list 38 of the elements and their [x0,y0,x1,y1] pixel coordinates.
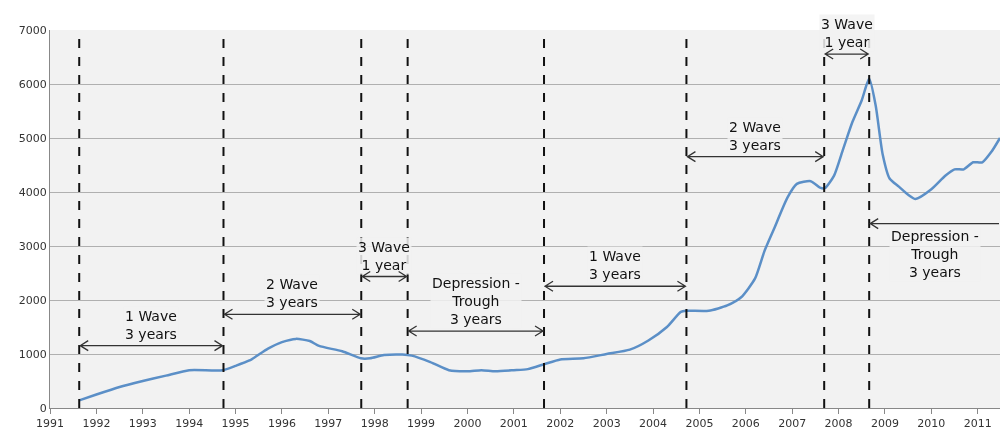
x-tick-label: 1998 [360,417,389,431]
x-tick-label: 1996 [267,417,296,431]
x-tick-label: 1991 [36,417,64,431]
line-series [77,77,1000,402]
x-tick-label: 1997 [314,417,343,431]
x-tick-label: 1993 [128,417,157,431]
x-tick-label: 2005 [685,417,714,431]
annotation: 1 Wave 3 years [589,248,641,283]
x-tick-label: 2002 [546,417,575,431]
x-tick-label: 2001 [499,417,528,431]
x-tick-label: 1992 [82,417,111,431]
x-tick-label: 1999 [407,417,436,431]
x-tick-label: 2007 [778,417,807,431]
annotation: 3 Wave 1 year [821,16,873,51]
x-tick-label: 2003 [592,417,621,431]
annotation: Depression - Trough 3 years [432,275,520,328]
x-tick-label: 2011 [963,417,992,431]
y-tick-label: 1000 [18,347,47,361]
y-tick-label: 3000 [18,239,47,253]
x-tick-label: 2008 [824,417,853,431]
annotation: Depression - Trough 3 years [891,228,979,281]
y-tick-label: 2000 [18,293,47,307]
annotation: 2 Wave 3 years [266,276,318,311]
y-tick-label: 4000 [18,185,47,199]
x-tick-label: 2004 [639,417,668,431]
x-tick-label: 2006 [731,417,760,431]
annotation: 3 Wave 1 year [358,239,410,274]
y-tick-label: 5000 [18,131,47,145]
annotation: 1 Wave 3 years [125,308,177,343]
x-tick-label: 2010 [917,417,946,431]
x-tick-label: 1994 [175,417,204,431]
y-tick-label: 0 [39,401,47,415]
annotation: 2 Wave 3 years [729,119,781,154]
x-tick-label: 2000 [453,417,482,431]
y-tick-label: 6000 [18,77,47,91]
y-tick-label: 7000 [18,23,47,37]
x-tick-label: 2009 [870,417,899,431]
x-tick-label: 1995 [221,417,250,431]
